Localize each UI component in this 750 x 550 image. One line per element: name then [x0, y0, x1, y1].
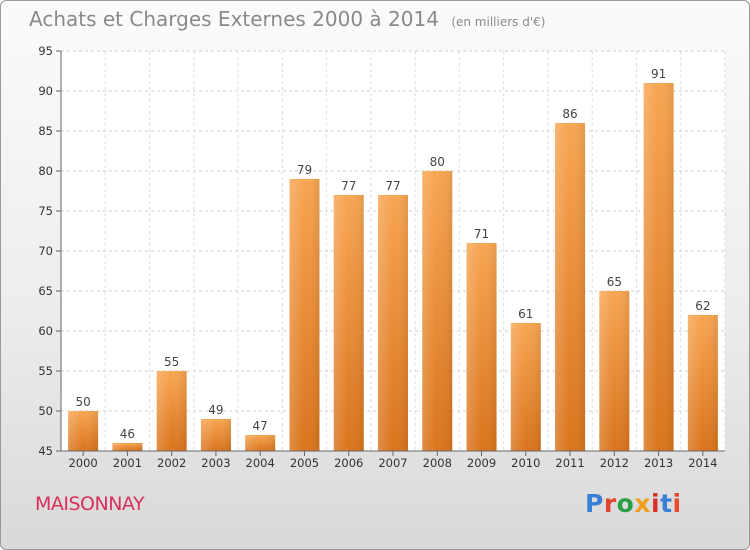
bar-shade-2006 [333, 195, 364, 451]
bar-value-label: 71 [474, 227, 489, 241]
y-tick-label: 65 [38, 284, 53, 298]
x-tick-label: 2007 [378, 456, 407, 470]
bars-group [68, 83, 718, 451]
bar-value-label: 91 [651, 67, 666, 81]
bar-shade-2000 [68, 411, 99, 451]
x-tick-label: 2012 [600, 456, 629, 470]
bar-shade-2007 [378, 195, 408, 451]
bar-shade-2013 [643, 83, 674, 451]
x-tick-label: 2008 [423, 456, 452, 470]
x-tick-label: 2013 [644, 456, 673, 470]
chart-title-text: Achats et Charges Externes 2000 à 2014 [29, 7, 439, 31]
place-name: MAISONNAY [35, 493, 145, 515]
labels-group: 50 46 55 49 47 79 77 77 80 71 61 86 65 91 62 [75, 67, 710, 441]
x-tick-label: 2009 [467, 456, 496, 470]
bar-value-label: 55 [164, 355, 179, 369]
y-tick-label: 95 [38, 44, 53, 58]
bar-shade-2002 [156, 371, 187, 451]
axes-group: 45 50 55 60 65 70 75 80 85 90 95 2000 2001 2002 2003 20… [38, 44, 725, 470]
y-tick-label: 55 [38, 364, 53, 378]
logo-letter: t [660, 489, 673, 518]
y-tick-label: 50 [38, 404, 53, 418]
proxiti-logo: Proxiti [585, 489, 682, 518]
x-tick-label: 2014 [688, 456, 717, 470]
x-tick-label: 2006 [334, 456, 363, 470]
bar-value-label: 65 [607, 275, 622, 289]
bar-value-label: 62 [695, 299, 710, 313]
y-tick-label: 75 [38, 204, 53, 218]
x-tick-label: 2002 [157, 456, 186, 470]
bar-shade-2003 [200, 419, 231, 451]
bar-shade-2010 [510, 323, 541, 451]
x-tick-label: 2003 [201, 456, 230, 470]
bar-value-label: 47 [253, 419, 268, 433]
logo-letter: P [585, 489, 604, 518]
bar-shade-2009 [466, 243, 497, 451]
bar-value-label: 80 [430, 155, 445, 169]
logo-letter: i [651, 489, 661, 518]
bar-value-label: 86 [562, 107, 577, 121]
bar-value-label: 77 [341, 179, 356, 193]
y-tick-label: 45 [38, 444, 53, 458]
logo-letter: x [634, 489, 651, 518]
logo-letter: o [616, 489, 635, 518]
x-tick-label: 2004 [246, 456, 275, 470]
y-tick-label: 90 [38, 84, 53, 98]
x-tick-label: 2011 [555, 456, 584, 470]
bar-value-label: 50 [75, 395, 90, 409]
bar-shade-2014 [687, 315, 718, 451]
x-tick-label: 2000 [68, 456, 97, 470]
bar-value-label: 49 [208, 403, 223, 417]
y-tick-label: 80 [38, 164, 53, 178]
bar-shade-2004 [245, 435, 276, 451]
y-tick-label: 60 [38, 324, 53, 338]
x-tick-label: 2010 [511, 456, 540, 470]
bar-shade-2008 [422, 171, 453, 451]
bar-shade-2012 [599, 291, 630, 451]
bar-value-label: 77 [385, 179, 400, 193]
chart-unit-label: (en milliers d'€) [451, 15, 546, 29]
y-tick-label: 70 [38, 244, 53, 258]
bar-shade-2011 [555, 123, 586, 451]
bar-value-label: 79 [297, 163, 312, 177]
bar-shade-2001 [112, 443, 143, 451]
x-tick-label: 2001 [113, 456, 142, 470]
x-tick-label: 2005 [290, 456, 319, 470]
logo-letter: i [672, 489, 682, 518]
chart-title: Achats et Charges Externes 2000 à 2014 (… [29, 7, 545, 31]
y-tick-label: 85 [38, 124, 53, 138]
bar-shade-2005 [289, 179, 320, 451]
logo-letter: r [603, 489, 617, 518]
bar-value-label: 46 [120, 427, 135, 441]
bar-value-label: 61 [518, 307, 533, 321]
